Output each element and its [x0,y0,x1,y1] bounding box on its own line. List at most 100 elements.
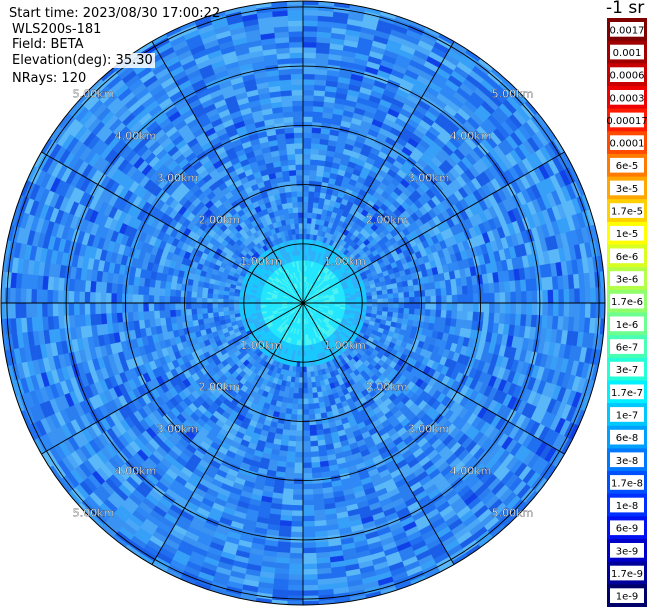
range-gate-cell [302,190,310,197]
range-gate-cell [302,46,317,54]
range-gate-cell [366,295,373,300]
range-gate-cell [290,526,304,533]
range-gate-cell [355,299,362,304]
range-gate-cell [302,371,308,378]
range-gate-cell [413,314,420,322]
range-gate-cell [435,309,442,318]
range-gate-cell [441,295,448,304]
range-gate-cell [287,445,296,453]
range-gate-cell [547,302,554,317]
range-gate-cell [302,558,317,565]
range-gate-cell [408,291,416,298]
range-gate-cell [398,297,405,304]
range-gate-cell [498,313,506,325]
range-gate-cell [392,307,400,314]
range-gate-cell [311,461,321,469]
range-gate-cell [425,296,432,304]
range-gate-cell [311,467,322,474]
range-gate-cell [409,296,416,304]
range-gate-cell [293,382,300,389]
range-gate-cell [310,153,319,161]
range-gate-cell [377,302,384,308]
range-gate-cell [293,467,304,474]
range-gate-cell [298,387,304,394]
range-gate-cell [302,30,318,38]
range-gate-cell [285,408,293,415]
range-gate-cell [350,297,357,301]
range-gate-cell [308,185,316,192]
range-gate-cell [302,425,310,432]
range-gate-cell [302,158,311,165]
range-gate-cell [398,302,405,309]
range-gate-cell [302,579,319,586]
range-gate-cell [306,376,312,384]
range-gate-cell [409,302,416,310]
range-gate-cell [515,291,522,304]
range-gate-cell [429,309,437,318]
range-gate-cell [302,504,315,512]
range-gate-cell [302,137,312,144]
range-gate-cell [483,302,490,314]
range-gate-cell [408,308,416,315]
range-gate-cell [302,84,315,91]
range-gate-cell [302,201,309,208]
range-gate-cell [289,558,304,565]
range-gate-cell [472,311,479,322]
range-gate-cell [499,292,506,304]
range-gate-cell [477,283,485,295]
range-gate-cell [403,302,410,309]
range-gate-cell [306,371,312,378]
range-gate-cell [284,472,295,479]
range-gate-cell [393,302,400,309]
range-gate-cell [291,520,304,528]
range-gate-cell [291,408,298,416]
range-gate-cell [441,302,448,311]
range-gate-cell [547,289,554,304]
range-gate-cell [293,473,304,480]
range-gate-cell [473,302,480,313]
range-gate-cell [424,309,431,317]
range-gate-cell [311,386,318,394]
range-gate-cell [297,398,304,405]
range-gate-cell [302,473,313,480]
range-gate-cell [526,302,533,316]
range-gate-cell [307,387,313,394]
range-gate-cell [291,403,298,410]
range-gate-cell [366,302,373,307]
range-gate-cell [457,294,464,304]
range-gate-cell [302,489,314,496]
range-gate-cell [355,302,362,307]
range-gate-cell [467,284,474,295]
range-gate-cell [435,295,442,304]
range-gate-cell [289,424,297,431]
range-gate-cell [286,456,296,463]
range-gate-cell [478,302,485,313]
range-gate-cell [504,291,512,304]
range-gate-cell [307,212,313,219]
range-gate-cell [308,408,315,416]
range-gate-cell [584,302,592,319]
range-gate-cell [302,393,309,400]
range-gate-cell [542,302,549,317]
range-gate-cell [302,132,313,139]
range-gate-cell [305,350,309,357]
range-gate-cell [403,291,410,298]
range-gate-cell [302,105,314,112]
range-gate-cell [310,456,320,463]
range-gate-cell [287,590,304,597]
range-gate-cell [311,132,322,139]
range-gate-cell [355,296,362,301]
range-gate-cell [302,515,315,522]
range-gate-cell [302,116,314,123]
range-gate-cell [284,413,292,420]
range-gate-cell [302,78,315,86]
range-gate-cell [288,568,304,576]
range-gate-cell [387,298,394,304]
range-gate-cell [314,413,322,420]
range-gate-cell [312,397,320,404]
range-gate-cell [310,148,320,155]
range-gate-cell [288,563,304,570]
range-gate-cell [402,286,410,293]
range-gate-cell [310,451,320,458]
range-gate-cell [457,302,464,312]
